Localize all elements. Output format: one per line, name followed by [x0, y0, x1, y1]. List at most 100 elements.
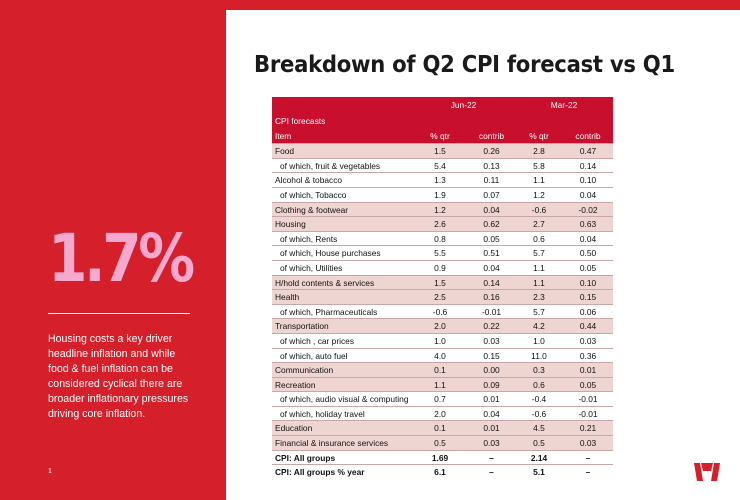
table-cell: 1.0: [533, 335, 545, 346]
column-header-row: Item % qtr contrib % qtr contrib: [272, 128, 613, 144]
row-label: CPI: All groups: [275, 452, 336, 463]
table-cell: 0.26: [483, 146, 500, 157]
table-cell: 0.14: [579, 160, 597, 171]
section-header-row: CPI forecasts: [272, 114, 613, 129]
column-header-item: Item: [275, 130, 292, 141]
row-label: CPI: All groups % year: [275, 467, 365, 478]
table-cell: 0.03: [483, 335, 500, 346]
table-cell: –: [585, 467, 591, 478]
row-label: of which, Utilities: [280, 262, 343, 273]
table-cell: -0.6: [531, 204, 547, 215]
table-cell: 0.05: [579, 379, 597, 390]
table-cell: 0.6: [533, 233, 545, 244]
table-cell: 0.9: [434, 262, 446, 273]
top-accent-strip: [226, 0, 740, 10]
slide-title: Breakdown of Q2 CPI forecast vs Q1: [254, 52, 675, 78]
table-cell: 2.6: [434, 219, 446, 230]
table-cell: 1.1: [434, 379, 446, 390]
table-row: of which, Rents 0.8 0.05 0.6 0.04: [272, 230, 613, 246]
table-cell: 0.04: [579, 189, 597, 200]
period-header-row: Jun-22 Mar-22: [272, 97, 613, 114]
row-label: Health: [275, 292, 300, 303]
table-cell: 0.5: [533, 438, 545, 449]
table-row: Education 0.1 0.01 4.5 0.21: [272, 420, 613, 436]
table-cell: -0.6: [432, 306, 448, 317]
row-label: Alcohol & tobacco: [275, 175, 343, 186]
table-cell: 0.16: [483, 292, 500, 303]
table-cell: -0.01: [481, 306, 502, 317]
row-label: of which, fruit & vegetables: [280, 160, 381, 171]
column-header-contrib-mar: contrib: [575, 130, 601, 141]
column-header-qtr-mar: % qtr: [529, 130, 549, 141]
headline-stat: 1.7%: [48, 220, 195, 297]
row-label: Communication: [275, 365, 334, 376]
total-row: CPI: All groups 1.69 – 2.14 –: [272, 449, 613, 465]
table-cell: 4.2: [533, 321, 545, 332]
row-label: of which, Pharmaceuticals: [280, 306, 378, 317]
row-label: of which, holiday travel: [280, 408, 365, 419]
table-cell: -0.6: [531, 408, 547, 419]
table-cell: 1.69: [431, 452, 449, 463]
table-cell: 0.07: [483, 189, 500, 200]
table-cell: 0.22: [483, 321, 500, 332]
table-cell: 0.05: [483, 233, 500, 244]
table-cell: 5.1: [533, 467, 545, 478]
table-cell: 5.5: [434, 248, 446, 259]
table-cell: 1.0: [434, 335, 446, 346]
table-cell: 5.4: [434, 160, 446, 171]
table-cell: -0.4: [531, 394, 547, 405]
row-label: Clothing & footwear: [275, 204, 349, 215]
table-cell: 0.14: [483, 277, 500, 288]
table-cell: 0.04: [579, 233, 597, 244]
table-cell: 0.09: [483, 379, 500, 390]
table-cell: 2.14: [530, 452, 548, 463]
row-label: Housing: [275, 219, 306, 230]
table-cell: 0.01: [483, 423, 500, 434]
period-header-jun: Jun-22: [450, 100, 477, 110]
divider: [48, 313, 190, 314]
row-label: of which , car prices: [280, 335, 355, 346]
table-cell: 1.5: [434, 146, 446, 157]
row-label: of which, House purchases: [280, 248, 381, 259]
total-row: CPI: All groups % year 6.1 – 5.1 –: [272, 464, 613, 479]
table-row: of which, House purchases 5.5 0.51 5.7 0.50: [272, 245, 613, 260]
table-row: of which, Utilities 0.9 0.04 1.1 0.05: [272, 259, 613, 275]
table-cell: 4.5: [533, 423, 545, 434]
table-cell: 0.47: [579, 146, 597, 157]
table-cell: 2.5: [434, 292, 446, 303]
row-label: Financial & insurance services: [275, 438, 389, 449]
table-row: Clothing & footwear 1.2 0.04 -0.6 -0.02: [272, 201, 613, 217]
row-label: of which, Rents: [280, 233, 338, 244]
table-row: of which , car prices 1.0 0.03 1.0 0.03: [272, 332, 613, 348]
table-cell: 0.10: [579, 175, 597, 186]
row-label: of which, audio visual & computing: [280, 394, 409, 405]
table-cell: 0.10: [579, 277, 597, 288]
row-label: Transportation: [275, 321, 329, 332]
table-cell: 1.9: [434, 189, 446, 200]
table-cell: 0.04: [483, 408, 500, 419]
table-cell: 1.2: [434, 204, 446, 215]
table-cell: 0.04: [483, 262, 500, 273]
table-cell: –: [489, 452, 494, 463]
table-cell: 11.0: [531, 350, 547, 361]
table-cell: 0.6: [533, 379, 545, 390]
table-cell: 1.5: [434, 277, 446, 288]
table-cell: 0.05: [579, 262, 597, 273]
table-cell: 0.01: [483, 394, 500, 405]
table-row: Housing 2.6 0.62 2.7 0.63: [272, 216, 613, 231]
row-label: H/hold contents & services: [275, 277, 375, 288]
table-row: of which, Pharmaceuticals -0.6 -0.01 5.7 0.0…: [272, 303, 613, 319]
table-cell: 2.0: [434, 321, 446, 332]
table-row: of which, Tobacco 1.9 0.07 1.2 0.04: [272, 186, 613, 202]
table-cell: 0.13: [483, 160, 500, 171]
table-cell: 0.04: [483, 204, 500, 215]
table-cell: -0.01: [578, 394, 598, 405]
table-cell: 5.7: [533, 306, 545, 317]
table-row: Transportation 2.0 0.22 4.2 0.44: [272, 318, 613, 333]
row-label: of which, auto fuel: [280, 350, 348, 361]
table-row: H/hold contents & services 1.5 0.14 1.1 0.10: [272, 274, 613, 290]
table-cell: 0.03: [579, 438, 597, 449]
table-cell: 0.01: [579, 365, 597, 376]
table-cell: 5.8: [533, 160, 545, 171]
table-cell: 0.1: [434, 365, 446, 376]
